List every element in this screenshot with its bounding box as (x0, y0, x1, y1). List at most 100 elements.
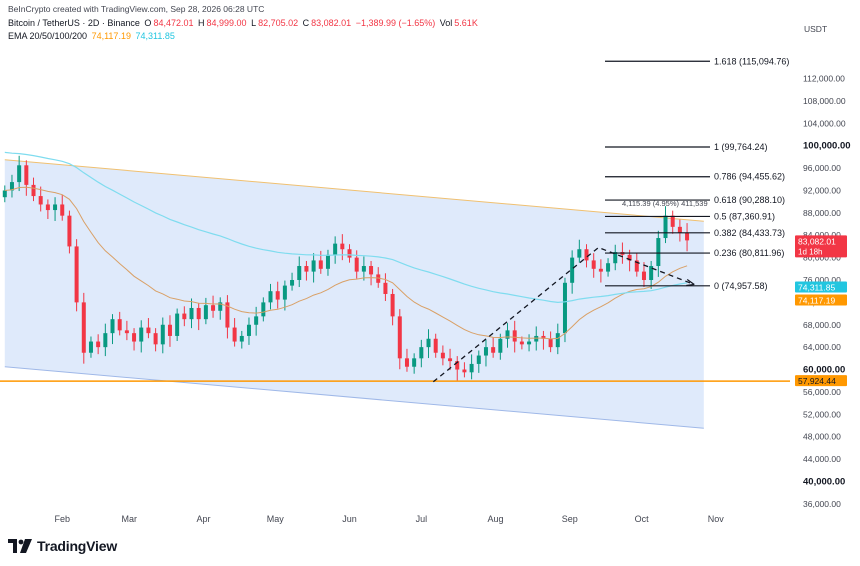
ohlc-close: 83,082.01 (311, 18, 352, 28)
ema-value-cyan: 74,311.85 (135, 31, 175, 41)
tradingview-logo: TradingView (8, 538, 117, 554)
x-tick-label-nov: Nov (708, 514, 725, 524)
x-tick-label-jul: Jul (416, 514, 428, 524)
candle-body (354, 257, 359, 272)
price-tag-countdown: 1d 18h (798, 247, 822, 256)
candle-body (476, 355, 481, 364)
candle-body (81, 302, 86, 353)
ohlc-high-label: H (198, 18, 205, 28)
candle-body (649, 266, 654, 280)
y-tick-label: 40,000.00 (803, 476, 845, 487)
candle-body (2, 190, 7, 198)
y-tick-label: 84,000.00 (803, 230, 841, 240)
candle-body (304, 266, 309, 272)
y-tick-label: 60,000.00 (803, 365, 845, 376)
price-tag-value: 74,311.85 (798, 282, 835, 292)
x-tick-label-mar: Mar (122, 514, 138, 524)
candle-body (146, 327, 151, 334)
candle-body (275, 291, 280, 300)
x-tick-label-aug: Aug (488, 514, 504, 524)
y-tick-label: 56,000.00 (803, 387, 841, 397)
x-tick-label-sep: Sep (562, 514, 578, 524)
candle-body (570, 257, 575, 283)
candle-body (124, 330, 129, 334)
candle-body (45, 204, 50, 211)
candle-body (311, 260, 316, 272)
candle-body (189, 307, 194, 320)
support-price-tag (795, 375, 847, 387)
candle-body (369, 266, 374, 275)
candle-body (225, 302, 230, 328)
candle-body (103, 333, 108, 348)
candle-body (685, 232, 690, 241)
y-tick-label: 48,000.00 (803, 432, 841, 442)
y-tick-label: 44,000.00 (803, 454, 841, 464)
candle-body (175, 313, 180, 336)
ohlc-open-label: O (144, 18, 152, 28)
candle-body (448, 358, 453, 362)
candle-body (53, 204, 58, 211)
candle-body (491, 347, 496, 353)
ema-label[interactable]: EMA 20/50/100/200 (8, 31, 88, 41)
y-tick-label: 112,000.00 (803, 74, 845, 84)
candle-body (139, 327, 144, 342)
fib-level-label-0.5: 0.5 (87,360.91) (714, 211, 775, 221)
candle-body (60, 204, 65, 216)
ohlc-low: 82,705.02 (258, 18, 299, 28)
candle-body (426, 338, 431, 348)
candle-body (246, 324, 251, 336)
y-tick-label: 100,000.00 (803, 141, 851, 152)
x-tick-label-jun: Jun (342, 514, 357, 524)
candle-body (182, 313, 187, 320)
x-tick-label-feb: Feb (54, 514, 70, 524)
symbol-name[interactable]: Bitcoin / TetherUS · 2D · Binance (8, 18, 140, 28)
x-tick-label-oct: Oct (635, 514, 650, 524)
candle-body (153, 333, 158, 345)
candle-body (512, 330, 517, 342)
price-tag-value: 74,117.19 (798, 296, 835, 306)
y-tick-label: 68,000.00 (803, 320, 841, 330)
candle-body (96, 341, 101, 348)
candle-body (203, 305, 208, 320)
candle-body (440, 352, 445, 359)
dashed-projection (432, 246, 695, 383)
candle-body (584, 249, 589, 261)
price-tag (795, 235, 847, 258)
descending-channel (4, 159, 704, 429)
candle-body (110, 319, 115, 334)
tradingview-logo-icon (8, 539, 32, 553)
ema-orange-line (4, 186, 688, 340)
candle-body (404, 358, 409, 367)
candle-body (167, 324, 172, 336)
candle-body (196, 307, 201, 320)
ohlc-close-label: C (302, 18, 310, 28)
candle-body (606, 263, 611, 272)
candle-body (254, 316, 259, 325)
x-tick-label-may: May (267, 514, 285, 524)
candle-body (340, 243, 345, 250)
candle-body (548, 338, 553, 348)
price-tag (795, 294, 847, 306)
candle-body (534, 335, 539, 342)
y-tick-label: 64,000.00 (803, 342, 841, 352)
fib-level-label-0.618: 0.618 (90,288.10) (714, 195, 785, 205)
candle-body (218, 302, 223, 311)
candle-body (132, 333, 137, 342)
candle-body (117, 319, 122, 331)
volume-label: Vol (439, 18, 453, 28)
candle-body (38, 196, 43, 205)
currency-label[interactable]: USDT (804, 24, 828, 34)
y-tick-label: 92,000.00 (803, 185, 841, 195)
candle-body (160, 324, 165, 345)
y-tick-label: 96,000.00 (803, 163, 841, 173)
y-tick-label: 36,000.00 (803, 499, 841, 509)
symbol-legend[interactable]: Bitcoin / TetherUS · 2D · Binance O 84,47… (8, 18, 480, 28)
candle-body (88, 341, 93, 353)
ohlc-high: 84,999.00 (206, 18, 247, 28)
measure-label: 4,115.39 (4.95%) 411,539 (622, 199, 708, 208)
candle-body (232, 327, 237, 342)
candle-body (24, 165, 29, 185)
ema-legend[interactable]: EMA 20/50/100/200 74,117.19 74,311.85 (8, 31, 177, 41)
